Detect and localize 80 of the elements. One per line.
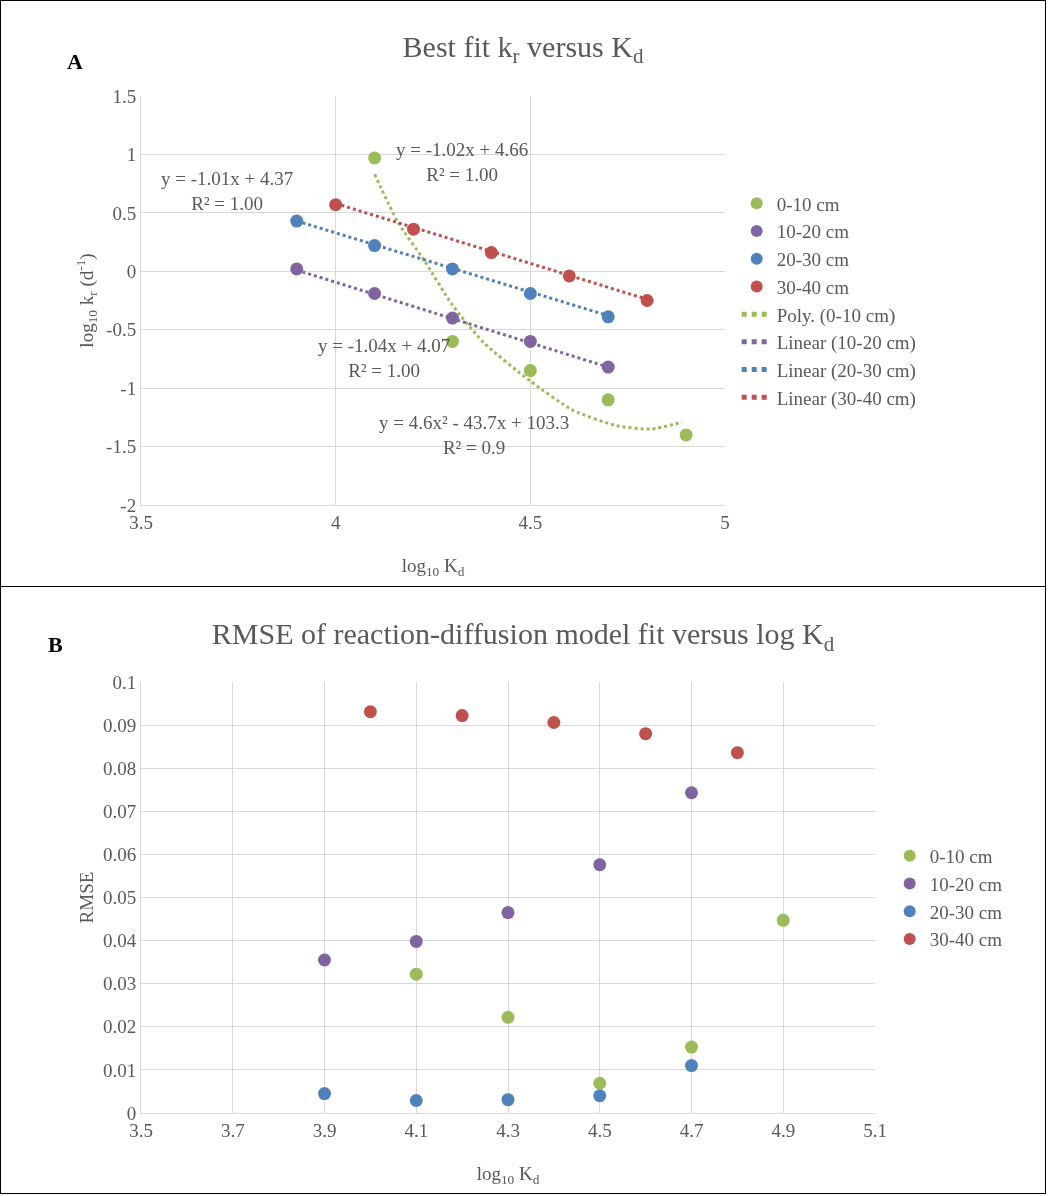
annotation: y = -1.02x + 4.66 R² = 1.00 [396,139,529,185]
point [685,1040,698,1054]
y-tick-label: 1 [126,144,137,166]
point [593,858,607,872]
legend-label: 0-10 cm [776,193,840,215]
y-tick-label: 0.5 [112,202,137,224]
legend-label: 20-30 cm [776,249,850,271]
legend-label: Linear (30-40 cm) [776,387,916,410]
y-tick-label: 0.1 [112,671,137,693]
legend-label: 20-30 cm [929,901,1003,923]
point [290,262,304,276]
annotation: y = -1.01x + 4.37 R² = 1.00 [161,168,294,214]
x-tick-label: 4.5 [587,1119,612,1141]
chart-title: Best fit k$_{r}$ versus K$_{d}$ [402,30,644,69]
point [501,1010,515,1024]
y-tick-label: 0.06 [102,844,137,866]
point [290,214,304,228]
y-tick-label: -1.5 [106,436,137,458]
point [329,198,343,212]
point [685,1059,698,1073]
annotation: y = -1.04x + 4.07 R² = 1.00 [318,335,451,381]
point [601,393,615,407]
y-tick-label: 0.02 [102,1016,137,1038]
y-tick-label: 0.09 [102,714,137,736]
x-tick-label: 4.5 [518,511,543,533]
point [730,746,744,760]
y-tick-label: -0.5 [106,319,137,341]
point [547,716,561,729]
point [601,310,615,324]
y-tick-label: -1 [120,377,137,399]
legend-label: 10-20 cm [776,221,850,243]
legend-label: 0-10 cm [929,846,993,868]
y-tick-label: 0.01 [102,1059,137,1081]
y-axis-title: RMSE [76,871,97,924]
point [318,953,331,967]
x-tick-label: 5 [720,511,730,533]
y-tick-label: 0.07 [102,800,137,822]
point [409,967,423,981]
y-tick-label: 0.03 [102,973,137,995]
point [501,1093,515,1107]
x-tick-label: 4.3 [496,1119,520,1141]
x-axis-title: log$_{10}$ K$_{d}$ [476,1163,540,1187]
y-tick-label: 0.05 [102,887,137,909]
x-tick-label: 4.7 [679,1119,704,1141]
point [639,727,653,741]
y-tick-label: 0.08 [102,757,137,779]
x-axis-title: log$_{10}$ K$_{d}$ [401,555,465,579]
legend-label: 30-40 cm [776,276,850,298]
legend-label: Linear (10-20 cm) [776,332,916,355]
y-tick-label: 1.5 [112,85,137,107]
point [409,934,423,948]
x-tick-label: 4.1 [404,1119,429,1141]
y-tick-label: 0.04 [102,930,137,952]
point [455,709,469,723]
text: B [48,632,63,657]
point [593,1076,607,1090]
point [409,1094,423,1107]
x-tick-label: 3.9 [312,1119,337,1141]
point [640,294,654,307]
legend-label: Linear (20-30 cm) [776,359,916,382]
point [523,364,537,378]
chart-title: RMSE of reaction-diffusion model fit versus log K$_{d}$ [211,617,835,656]
point [501,906,515,920]
legend-label: Poly. (0-10 cm) [776,304,896,327]
annotation: y = 4.6x² - 43.7x + 103.3 R² = 0.9 [379,412,570,458]
legend-label: 30-40 cm [929,929,1003,951]
point [368,151,382,165]
x-tick-label: 3.7 [220,1119,245,1141]
x-tick-label: 4 [330,511,341,533]
y-tick-label: 0 [126,260,137,282]
point [685,786,698,800]
point [679,428,693,442]
point [318,1087,331,1101]
point [593,1089,607,1103]
x-tick-label: 5.1 [863,1119,887,1141]
point [776,913,790,927]
x-tick-label: 4.9 [771,1119,796,1141]
text: A [67,49,83,74]
point [363,705,377,719]
legend-label: 10-20 cm [929,873,1003,895]
